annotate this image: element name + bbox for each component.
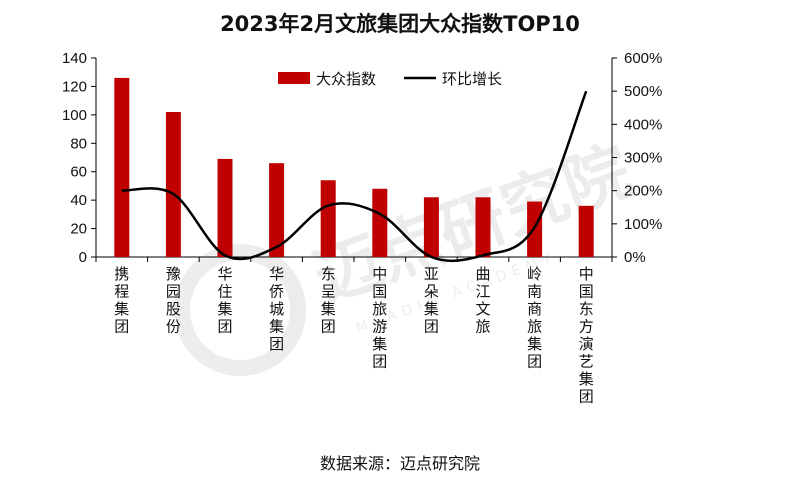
y-tick-label-left: 140 — [62, 50, 87, 67]
y-tick-label-left: 80 — [70, 135, 87, 152]
y-tick-label-left: 0 — [79, 249, 87, 266]
x-tick-label: 曲江文旅 — [475, 265, 490, 336]
x-tick-label: 亚朵集团 — [424, 265, 439, 336]
y-tick-label-left: 100 — [62, 107, 87, 124]
bar — [475, 197, 491, 257]
bar-series — [114, 77, 594, 258]
legend: 大众指数 环比增长 — [278, 70, 502, 88]
y-tick-label-left: 120 — [62, 78, 87, 95]
legend-swatch-bar — [278, 72, 310, 84]
x-tick-label: 华住集团 — [217, 265, 232, 336]
y-tick-label-right: 300% — [624, 150, 662, 167]
axes: 0 20 40 60 80 100 120 140 0% 100% 200% 300% 400% 500%… — [62, 50, 662, 406]
x-tick-label: 华侨城集团 — [269, 265, 284, 353]
chart-title: 2023年2月文旅集团大众指数TOP10 — [220, 12, 580, 36]
y-tick-label-right: 200% — [624, 183, 662, 200]
x-tick-label: 岭南商旅集团 — [527, 265, 542, 371]
y-tick-label-left: 20 — [70, 221, 87, 238]
legend-label-line: 环比增长 — [442, 70, 502, 88]
bar — [423, 197, 439, 257]
y-tick-label-right: 400% — [624, 116, 662, 133]
source-note: 数据来源：迈点研究院 — [319, 454, 480, 473]
bar — [217, 158, 233, 257]
bar — [269, 163, 285, 257]
bar — [320, 180, 336, 257]
watermark-logo-ring — [174, 244, 306, 376]
x-tick-label: 中国东方演艺集团 — [579, 265, 594, 406]
y-tick-label-left: 60 — [70, 164, 87, 181]
bar — [165, 112, 181, 257]
y-tick-label-right: 0% — [624, 249, 646, 266]
x-tick-label: 携程集团 — [114, 265, 129, 336]
legend-label-bar: 大众指数 — [316, 70, 376, 88]
y-tick-label-right: 100% — [624, 216, 662, 233]
bar — [114, 77, 130, 258]
x-tick-label: 中国旅游集团 — [372, 265, 387, 371]
y-tick-label-left: 40 — [70, 192, 87, 209]
line-series — [121, 90, 588, 263]
watermark: 迈点研究院 MEADIN ACADEMY — [174, 132, 641, 376]
y-tick-label-right: 500% — [624, 83, 662, 100]
x-tick-label: 豫园股份 — [166, 265, 181, 336]
bar — [578, 205, 594, 257]
line-path — [121, 90, 588, 263]
y-tick-label-right: 600% — [624, 50, 662, 67]
bar — [372, 188, 388, 257]
x-tick-label: 东呈集团 — [321, 265, 336, 336]
